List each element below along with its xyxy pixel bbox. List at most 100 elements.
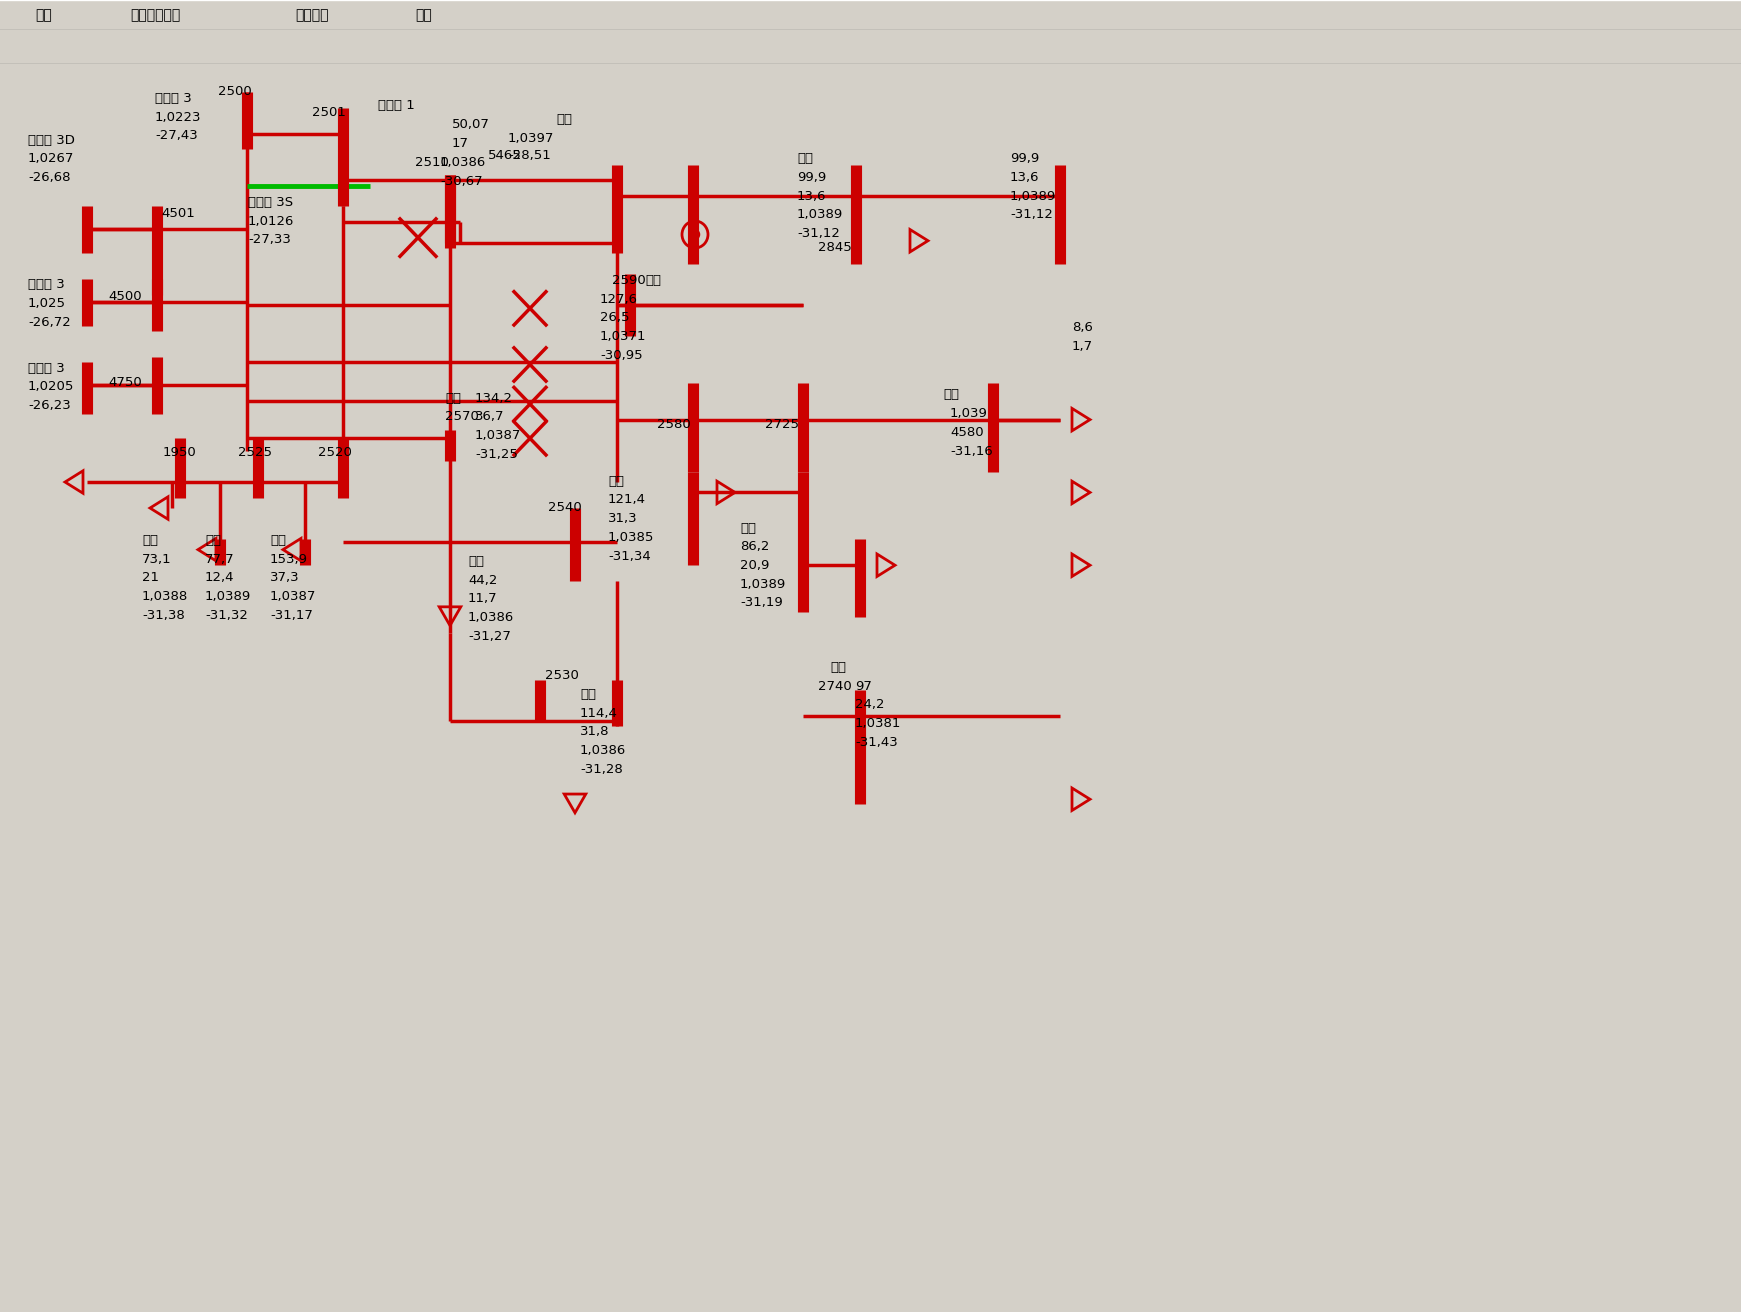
Text: -31,34: -31,34 [608, 550, 651, 563]
Text: 1,0381: 1,0381 [855, 718, 902, 729]
Text: 2725: 2725 [764, 417, 799, 430]
Text: -31,17: -31,17 [270, 609, 313, 622]
Text: 청평: 청평 [555, 113, 573, 126]
Text: 1,0386: 1,0386 [468, 611, 514, 625]
Text: 127,6: 127,6 [601, 293, 637, 306]
Text: 2590: 2590 [613, 274, 646, 287]
Text: 5465: 5465 [487, 150, 522, 163]
Text: 1,0388: 1,0388 [143, 590, 188, 604]
Text: 114,4: 114,4 [580, 707, 618, 720]
Text: -31,16: -31,16 [951, 445, 992, 458]
Text: 2740: 2740 [818, 680, 851, 693]
Text: 26,5: 26,5 [601, 311, 630, 324]
Text: 강동: 강동 [270, 534, 286, 547]
Text: 전력조류: 전력조류 [294, 8, 329, 22]
Text: 4500: 4500 [108, 290, 141, 303]
Text: -27,43: -27,43 [155, 130, 198, 143]
Text: 신성남 3D: 신성남 3D [28, 134, 75, 147]
Text: 수서: 수서 [740, 522, 756, 534]
Text: 1,039: 1,039 [951, 407, 987, 420]
Text: 12,4: 12,4 [205, 572, 235, 584]
Text: 1950: 1950 [164, 446, 197, 459]
Text: 31,3: 31,3 [608, 512, 637, 525]
Text: 13,6: 13,6 [797, 190, 827, 203]
Text: 134,2: 134,2 [475, 391, 514, 404]
Text: 99,9: 99,9 [1010, 152, 1039, 165]
Text: -31,12: -31,12 [1010, 209, 1053, 222]
Text: -26,23: -26,23 [28, 399, 71, 412]
Text: 1,0389: 1,0389 [1010, 190, 1057, 203]
Text: 가락: 가락 [797, 152, 813, 165]
Text: 2540: 2540 [548, 501, 581, 514]
Text: 86,2: 86,2 [740, 541, 770, 554]
Text: 삼성: 삼성 [830, 661, 846, 674]
Text: 99,9: 99,9 [797, 171, 827, 184]
Text: 곤지암 3: 곤지암 3 [28, 362, 64, 375]
Text: 4750: 4750 [108, 377, 141, 388]
Text: -31,43: -31,43 [855, 736, 898, 749]
Text: 31,8: 31,8 [580, 726, 609, 739]
Text: 천호: 천호 [205, 534, 221, 547]
Text: 20,9: 20,9 [740, 559, 770, 572]
Text: 2530: 2530 [545, 669, 578, 682]
Text: 동서울 3: 동서울 3 [155, 92, 192, 105]
Text: 1,0205: 1,0205 [28, 380, 75, 394]
Circle shape [691, 230, 700, 239]
Text: 복구: 복구 [35, 8, 52, 22]
Text: -26,68: -26,68 [28, 171, 70, 184]
Text: -31,28: -31,28 [580, 762, 623, 775]
Text: 동서울 3S: 동서울 3S [247, 195, 292, 209]
Text: -28,51: -28,51 [508, 150, 550, 163]
Text: 1,0223: 1,0223 [155, 110, 202, 123]
Text: 신성남 3: 신성남 3 [28, 278, 64, 291]
Text: 13,6: 13,6 [1010, 171, 1039, 184]
Text: -26,72: -26,72 [28, 316, 71, 328]
Text: 121,4: 121,4 [608, 493, 646, 506]
Text: 잠실: 잠실 [608, 475, 623, 488]
Text: 2580: 2580 [656, 417, 691, 430]
Text: 2525: 2525 [239, 446, 272, 459]
Text: 신장: 신장 [644, 274, 662, 287]
Text: -30,95: -30,95 [601, 349, 642, 362]
Text: -31,12: -31,12 [797, 227, 839, 240]
Text: 44,2: 44,2 [468, 573, 498, 586]
Text: 1,0385: 1,0385 [608, 531, 655, 544]
Text: 1,7: 1,7 [1072, 340, 1093, 353]
Text: 4501: 4501 [160, 207, 195, 220]
Text: -27,33: -27,33 [247, 234, 291, 247]
Text: -31,38: -31,38 [143, 609, 185, 622]
Text: 1,0387: 1,0387 [475, 429, 521, 442]
Text: 36,7: 36,7 [475, 411, 505, 424]
Text: 1,025: 1,025 [28, 297, 66, 310]
Text: 2520: 2520 [319, 446, 352, 459]
Text: 종료: 종료 [414, 8, 432, 22]
Text: 77,7: 77,7 [205, 552, 235, 565]
Text: 2501: 2501 [312, 105, 346, 118]
Text: 73,1: 73,1 [143, 552, 172, 565]
Text: -31,25: -31,25 [475, 447, 517, 461]
Text: 1,0397: 1,0397 [508, 131, 554, 144]
Text: 2570: 2570 [446, 411, 479, 424]
Text: 8,6: 8,6 [1072, 321, 1093, 333]
Text: 50,07: 50,07 [453, 118, 489, 131]
Text: 1,0386: 1,0386 [580, 744, 627, 757]
Text: 1,0126: 1,0126 [247, 215, 294, 228]
Text: -30,67: -30,67 [440, 176, 482, 188]
Text: 1,0267: 1,0267 [28, 152, 75, 165]
Text: 동서울 1: 동서울 1 [378, 100, 414, 113]
Text: 2500: 2500 [218, 85, 252, 97]
Text: 2510: 2510 [414, 156, 449, 169]
Text: 4580: 4580 [951, 426, 984, 438]
Text: 11,7: 11,7 [468, 592, 498, 605]
Text: 1,0389: 1,0389 [797, 209, 843, 222]
Text: 구의: 구의 [143, 534, 158, 547]
Text: 동남: 동남 [944, 388, 959, 401]
Text: 1,0371: 1,0371 [601, 331, 646, 344]
Text: 송파: 송파 [446, 391, 461, 404]
Text: -31,32: -31,32 [205, 609, 247, 622]
Text: 석촌: 석촌 [468, 555, 484, 568]
Text: 17: 17 [453, 136, 468, 150]
Text: 21: 21 [143, 572, 158, 584]
Text: 1,0387: 1,0387 [270, 590, 317, 604]
Text: 풍납: 풍납 [580, 687, 595, 701]
